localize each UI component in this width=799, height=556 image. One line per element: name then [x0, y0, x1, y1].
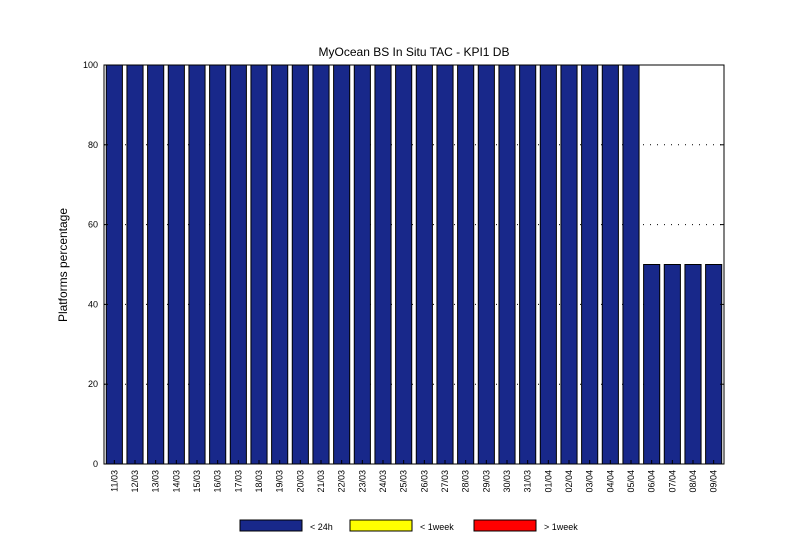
x-tick-label-20-03: 20/03 [295, 470, 305, 493]
legend-label-0: < 24h [310, 522, 333, 532]
y-axis-label: Platforms percentage [56, 208, 70, 322]
x-tick-label-17-03: 17/03 [233, 470, 243, 493]
bar-03-04-series-0 [581, 64, 599, 465]
y-tick-label-40: 40 [88, 299, 98, 309]
x-tick-label-21-03: 21/03 [316, 470, 326, 493]
x-tick-label-11-03: 11/03 [109, 470, 119, 492]
y-tick-label-80: 80 [88, 140, 98, 150]
bar-20-03-series-0 [291, 64, 309, 465]
x-tick-label-23-03: 23/03 [357, 470, 367, 493]
bar-07-04-series-0 [663, 264, 681, 465]
bar-25-03-series-0 [395, 64, 413, 465]
x-tick-label-28-03: 28/03 [461, 470, 471, 493]
bar-22-03-series-0 [333, 64, 351, 465]
x-tick-label-14-03: 14/03 [171, 470, 181, 493]
x-tick-label-29-03: 29/03 [481, 470, 491, 493]
x-tick-label-22-03: 22/03 [337, 470, 347, 493]
bar-27-03-series-0 [436, 64, 454, 465]
bar-24-03-series-0 [374, 64, 392, 465]
bar-23-03-series-0 [353, 64, 371, 465]
x-tick-label-05-04: 05/04 [626, 470, 636, 493]
x-tick-label-15-03: 15/03 [192, 470, 202, 493]
x-tick-label-06-04: 06/04 [647, 470, 657, 493]
bar-01-04-series-0 [539, 64, 557, 465]
bar-09-04-series-0 [705, 264, 723, 465]
bar-19-03-series-0 [271, 64, 289, 465]
bar-17-03-series-0 [229, 64, 247, 465]
x-tick-label-19-03: 19/03 [275, 470, 285, 493]
bars-group [105, 64, 723, 465]
chart-title: MyOcean BS In Situ TAC - KPI1 DB [319, 45, 510, 59]
x-tick-label-03-04: 03/04 [585, 470, 595, 493]
bar-31-03-series-0 [519, 64, 537, 465]
bar-04-04-series-0 [601, 64, 619, 465]
y-tick-label-60: 60 [88, 220, 98, 230]
y-tick-label-0: 0 [93, 459, 98, 469]
x-tick-label-07-04: 07/04 [667, 470, 677, 493]
x-tick-label-25-03: 25/03 [399, 470, 409, 493]
x-tick-label-02-04: 02/04 [564, 470, 574, 493]
y-tick-label-100: 100 [83, 60, 98, 70]
bar-30-03-series-0 [498, 64, 516, 465]
plot-frame [103, 64, 725, 465]
x-tick-label-12-03: 12/03 [130, 470, 140, 493]
x-tick-label-16-03: 16/03 [213, 470, 223, 493]
legend-swatch-2 [473, 519, 537, 532]
x-tick-label-04-04: 04/04 [605, 470, 615, 493]
bar-21-03-series-0 [312, 64, 330, 465]
legend-label-2: > 1week [544, 522, 578, 532]
bar-02-04-series-0 [560, 64, 578, 465]
x-tick-label-18-03: 18/03 [254, 470, 264, 493]
legend-swatch-0 [239, 519, 303, 532]
x-tick-label-13-03: 13/03 [151, 470, 161, 493]
legend: < 24h < 1week > 1week [239, 519, 578, 532]
bar-11-03-series-0 [105, 64, 123, 465]
bar-15-03-series-0 [188, 64, 206, 465]
bar-18-03-series-0 [250, 64, 268, 465]
x-tick-label-08-04: 08/04 [688, 470, 698, 493]
x-tick-label-01-04: 01/04 [543, 470, 553, 493]
y-tick-label-20: 20 [88, 379, 98, 389]
bar-14-03-series-0 [167, 64, 185, 465]
bar-13-03-series-0 [147, 64, 165, 465]
bar-06-04-series-0 [643, 264, 661, 465]
x-tick-label-31-03: 31/03 [523, 470, 533, 493]
x-ticks: 11/03 12/03 13/03 14/03 15/03 16/03 17/03 18/03… [109, 460, 719, 493]
bar-26-03-series-0 [415, 64, 433, 465]
y-ticks: 0 20 40 60 80 100 [83, 60, 724, 469]
bar-08-04-series-0 [684, 264, 702, 465]
x-tick-label-26-03: 26/03 [419, 470, 429, 493]
x-tick-label-27-03: 27/03 [440, 470, 450, 493]
x-tick-label-09-04: 09/04 [709, 470, 719, 493]
legend-label-1: < 1week [420, 522, 454, 532]
bar-28-03-series-0 [457, 64, 475, 465]
bar-05-04-series-0 [622, 64, 640, 465]
x-tick-label-30-03: 30/03 [502, 470, 512, 493]
bar-16-03-series-0 [209, 64, 227, 465]
x-tick-label-24-03: 24/03 [378, 470, 388, 493]
bar-12-03-series-0 [126, 64, 144, 465]
bar-29-03-series-0 [477, 64, 495, 465]
legend-swatch-1 [349, 519, 413, 532]
